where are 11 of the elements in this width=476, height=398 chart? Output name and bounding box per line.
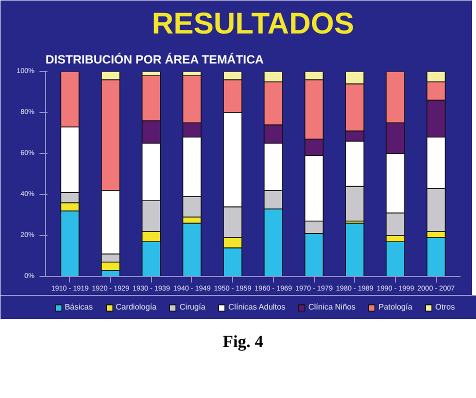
legend-label: Otros bbox=[435, 302, 456, 312]
bar bbox=[345, 222, 364, 276]
legend-label: Patología bbox=[378, 302, 412, 312]
chart-title: RESULTADOS bbox=[152, 8, 354, 40]
legend-label: Clínica Niños bbox=[308, 302, 356, 312]
legend-label: Básicas bbox=[64, 302, 93, 312]
legend-label: Cardiología bbox=[116, 302, 157, 312]
chart-subtitle: DISTRIBUCIÓN POR ÁREA TEMÁTICA bbox=[46, 52, 264, 66]
legend-label: Clínicas Adultos bbox=[228, 302, 286, 312]
legend-label: Cirugía bbox=[180, 302, 206, 312]
caption: Fig. 4 bbox=[222, 331, 264, 353]
